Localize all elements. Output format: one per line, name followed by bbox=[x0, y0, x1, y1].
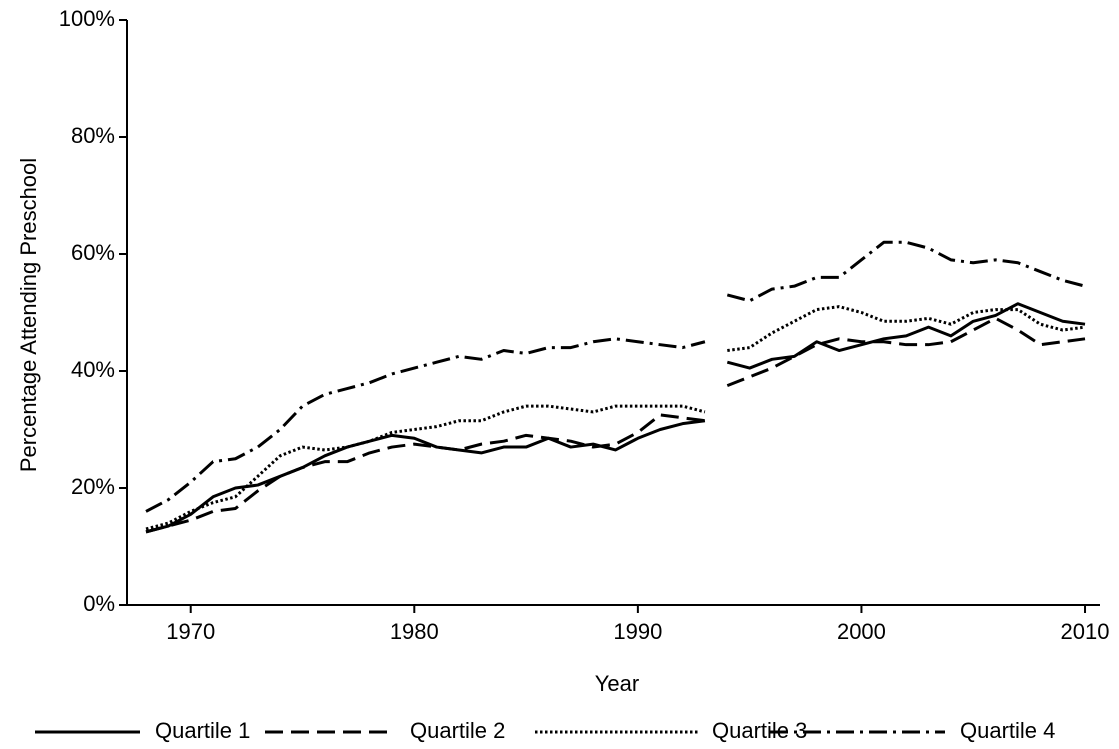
x-tick-label: 1990 bbox=[613, 619, 662, 644]
y-tick-label: 60% bbox=[71, 240, 115, 265]
legend-label: Quartile 4 bbox=[960, 718, 1055, 743]
x-axis-label: Year bbox=[595, 671, 639, 696]
x-tick-label: 1970 bbox=[166, 619, 215, 644]
y-axis-label: Percentage Attending Preschool bbox=[16, 158, 41, 472]
data-line bbox=[145, 302, 1086, 534]
data-line bbox=[145, 240, 1086, 513]
data-line bbox=[145, 316, 1086, 534]
legend-label: Quartile 3 bbox=[712, 718, 807, 743]
y-tick-label: 0% bbox=[83, 591, 115, 616]
y-tick-label: 20% bbox=[71, 474, 115, 499]
y-tick-label: 100% bbox=[59, 6, 115, 31]
legend-label: Quartile 2 bbox=[410, 718, 505, 743]
legend-label: Quartile 1 bbox=[155, 718, 250, 743]
data-line bbox=[145, 305, 1086, 531]
x-tick-label: 2010 bbox=[1061, 619, 1110, 644]
y-tick-label: 80% bbox=[71, 123, 115, 148]
y-tick-label: 40% bbox=[71, 357, 115, 382]
x-tick-label: 1980 bbox=[390, 619, 439, 644]
x-tick-label: 2000 bbox=[837, 619, 886, 644]
